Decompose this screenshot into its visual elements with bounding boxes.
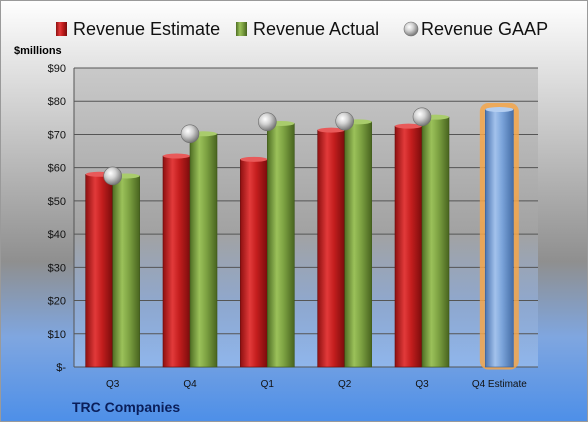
plot-area [74, 68, 538, 367]
marker-revenue-gaap [180, 124, 200, 144]
x-tick-label: Q1 [261, 379, 275, 390]
x-tick-label: Q2 [338, 379, 352, 390]
legend-swatch [56, 22, 67, 36]
bar-revenue-actual [267, 123, 295, 368]
y-tick-label: $50 [48, 196, 66, 208]
x-axis-ticks: Q3 Q4 Q1 Q2 Q3 Q4 Estimate [106, 379, 527, 390]
marker-revenue-gaap [335, 111, 354, 131]
bars [85, 103, 519, 370]
legend: Revenue Estimate Revenue Actual Revenue GA… [56, 19, 548, 39]
bar-revenue-estimate [240, 159, 268, 368]
gaap-markers [103, 107, 432, 186]
y-tick-label: $80 [48, 96, 66, 108]
y-tick-label: $90 [48, 63, 66, 75]
bar-top-revenue-estimate [395, 123, 422, 129]
legend-swatch-revenue-gaap [403, 21, 419, 37]
legend-label: Revenue GAAP [421, 19, 548, 39]
bar-top-q4-estimate [485, 107, 514, 113]
bar-revenue-actual [112, 175, 140, 368]
y-tick-label: $40 [48, 229, 66, 241]
legend-label: Revenue Estimate [73, 19, 220, 39]
y-tick-label: $70 [48, 129, 66, 141]
x-tick-label: Q3 [415, 379, 429, 390]
company-name: TRC Companies [72, 399, 180, 415]
y-tick-label: $60 [48, 163, 66, 175]
bar-revenue-estimate [162, 155, 191, 368]
bar-revenue-estimate [85, 174, 113, 368]
gridlines [73, 67, 538, 368]
bar-revenue-actual [421, 116, 450, 368]
y-axis-label: $millions [14, 45, 62, 57]
bar-top-revenue-estimate [317, 127, 345, 133]
y-axis-ticks: $- $10 $20 $30 $40 $50 $60 $70 $80 $90 [48, 63, 67, 374]
y-tick-label: $20 [48, 296, 66, 308]
y-tick-label: $30 [48, 262, 66, 274]
bar-revenue-estimate [317, 129, 345, 368]
y-tick-label: $10 [48, 329, 66, 341]
y-tick-label: $- [56, 362, 66, 374]
marker-revenue-gaap [258, 112, 277, 132]
marker-revenue-gaap [103, 166, 122, 186]
bar-q4-estimate [485, 109, 514, 368]
x-tick-label: Q4 Estimate [472, 379, 527, 390]
legend-swatch [236, 22, 247, 36]
marker-revenue-gaap [412, 107, 432, 127]
bar-revenue-actual [344, 121, 372, 368]
bar-revenue-estimate [394, 125, 423, 368]
bar-top-revenue-estimate [240, 156, 268, 162]
bar-revenue-actual [189, 133, 218, 368]
x-tick-label: Q3 [106, 379, 120, 390]
bar-top-revenue-estimate [163, 153, 190, 159]
x-tick-label: Q4 [183, 379, 197, 390]
legend-label: Revenue Actual [253, 19, 379, 39]
